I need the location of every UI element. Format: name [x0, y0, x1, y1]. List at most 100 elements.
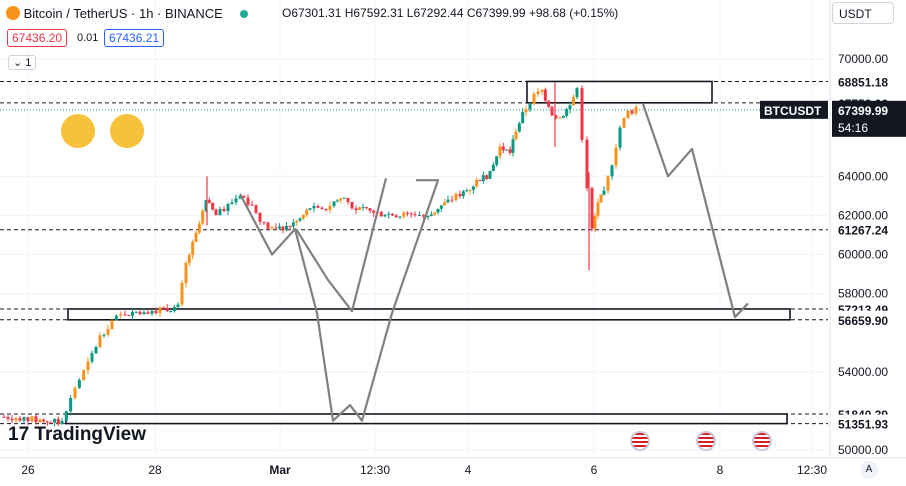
candle-body — [77, 379, 81, 388]
projection-path — [295, 177, 388, 313]
candle-body — [45, 421, 49, 423]
candle-body — [383, 214, 387, 217]
candle-body — [270, 227, 274, 229]
candle-body — [339, 198, 343, 201]
candle-body — [305, 209, 309, 215]
candle-body — [288, 226, 292, 228]
candle-body — [485, 175, 489, 179]
projection-path — [641, 103, 749, 319]
candle-body — [316, 205, 320, 208]
candle-body — [291, 222, 295, 227]
candle-body — [53, 419, 57, 423]
candle-body — [439, 205, 443, 209]
candle-body — [433, 212, 437, 215]
ohlc-readout: O67301.31 H67592.31 L67292.44 C67399.99 … — [282, 6, 619, 20]
zone-box — [65, 413, 788, 425]
candle-body — [34, 416, 38, 423]
symbol-title[interactable]: Bitcoin / TetherUS · 1h · BINANCE — [6, 6, 249, 21]
x-tick-label: 26 — [21, 463, 35, 477]
candle-body — [134, 311, 138, 313]
candle-body — [511, 139, 515, 153]
candle-body — [142, 312, 146, 315]
level-label-bg — [832, 310, 906, 329]
candle-body — [536, 91, 540, 94]
y-tick-label: 70000.00 — [838, 52, 888, 66]
candle-body — [201, 210, 205, 224]
candle-body — [207, 200, 211, 203]
candle-body — [250, 204, 254, 206]
candle-body — [417, 215, 421, 217]
candle-body — [409, 213, 413, 215]
candle-body — [14, 418, 18, 421]
buy-button[interactable]: 67436.21 — [104, 29, 165, 47]
candle-body — [354, 208, 358, 210]
y-tick-label: 64000.00 — [838, 169, 888, 183]
candle-body — [56, 419, 60, 425]
candle-body — [194, 232, 198, 242]
candle-body — [90, 353, 94, 362]
event-marker-3[interactable] — [750, 431, 774, 451]
candle-body — [379, 211, 383, 217]
candle-body — [158, 307, 162, 313]
y-tick-label: 62000.00 — [838, 208, 888, 222]
thinking-face-icon — [61, 114, 95, 148]
candle-body — [184, 263, 188, 284]
candle-body — [532, 93, 536, 105]
candle-body — [524, 109, 528, 113]
candle-body — [402, 212, 406, 217]
auto-scale-button[interactable]: A — [860, 461, 878, 479]
candle-body — [406, 212, 409, 214]
event-marker-1[interactable] — [626, 431, 650, 451]
tv-icon: 17 — [8, 424, 30, 445]
sell-button[interactable]: 67436.20 — [7, 29, 68, 47]
candle-body — [491, 164, 495, 171]
price-axis: 70000.00 64000.00 62000.00 60000.00 58000.00… — [760, 0, 906, 458]
candle-body — [110, 320, 114, 329]
countdown-tag: 54:16 — [838, 121, 868, 135]
candle-body — [335, 200, 339, 202]
candle-body — [599, 194, 603, 203]
candle-body — [475, 179, 479, 187]
candle-body — [443, 202, 447, 206]
candle-body — [618, 127, 622, 148]
level-label: 56659.90 — [838, 314, 888, 328]
candle-body — [488, 170, 492, 179]
projection-path — [239, 179, 440, 422]
candle-body — [191, 241, 195, 256]
us-flag-icon — [752, 431, 772, 451]
candle-body — [342, 197, 346, 199]
candle-body — [324, 208, 328, 210]
candle-body — [242, 196, 246, 198]
candle-body — [495, 156, 499, 165]
candle-body — [468, 189, 472, 191]
candle-body — [626, 110, 630, 119]
indicators-collapse-button[interactable]: ⌄ 1 — [8, 55, 37, 70]
level-label-bg — [832, 72, 906, 91]
candle-body — [575, 88, 579, 98]
candle-body — [614, 147, 618, 166]
candle-body — [60, 420, 64, 425]
candle-body — [106, 328, 110, 335]
candle-body — [561, 115, 565, 118]
candle-body — [358, 207, 361, 210]
candle-body — [450, 199, 454, 201]
y-tick-label: 58000.00 — [838, 287, 888, 301]
level-label: 61267.24 — [838, 224, 888, 238]
candle-body — [172, 306, 176, 312]
candle-body — [332, 201, 336, 207]
candle-body — [365, 207, 368, 209]
candle-body — [230, 202, 234, 204]
tradingview-logo: 17 TradingView — [8, 424, 146, 445]
y-tick-label: 54000.00 — [838, 365, 888, 379]
candle-body — [123, 314, 127, 316]
candle-body — [550, 106, 554, 116]
candle-body — [505, 149, 509, 151]
candle-body — [218, 208, 222, 216]
candle-body — [94, 346, 98, 354]
time-axis: 26 28 Mar 12:30 4 6 8 12:30 — [0, 457, 906, 477]
candle-body — [572, 97, 575, 106]
currency-button[interactable]: USDT — [832, 2, 894, 24]
event-marker-2[interactable] — [694, 431, 718, 451]
candle-body — [585, 139, 589, 189]
